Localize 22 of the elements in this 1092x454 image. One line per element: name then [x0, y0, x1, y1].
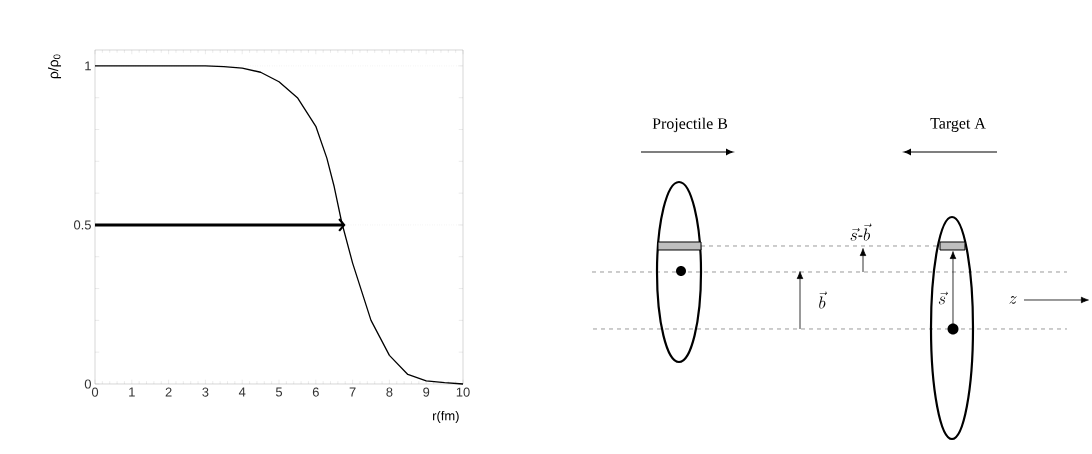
x-tick-label: 0 [91, 387, 99, 397]
y-axis-title: ρ/ρ$_{0}$ [48, 54, 62, 79]
x-axis-title: r(fm) [433, 410, 459, 423]
text: Projectile B [652, 117, 728, 133]
x-tick-label: 10 [456, 387, 470, 397]
y-tick-label: 0.5 [73, 220, 91, 230]
y-tick-label: 1 [85, 61, 91, 71]
text: $\vec{b}$ [819, 291, 828, 309]
x-tick-label: 4 [238, 387, 246, 397]
x-tick-label: 3 [202, 387, 209, 397]
text: $z$ [1009, 296, 1017, 304]
text: $\vec{s}$ [938, 291, 949, 305]
x-tick-label: 5 [275, 387, 283, 397]
text: Target A [930, 118, 986, 132]
y-tick-label: 0 [84, 379, 91, 389]
x-tick-label: 9 [423, 387, 430, 397]
x-tick-label: 6 [312, 387, 319, 397]
x-tick-label: 1 [129, 387, 135, 397]
text: $\vec{s}\text{-}\vec{b}$ [850, 223, 872, 241]
x-tick-label: 7 [349, 387, 356, 397]
x-tick-label: 2 [165, 387, 172, 397]
x-tick-label: 8 [386, 387, 393, 397]
